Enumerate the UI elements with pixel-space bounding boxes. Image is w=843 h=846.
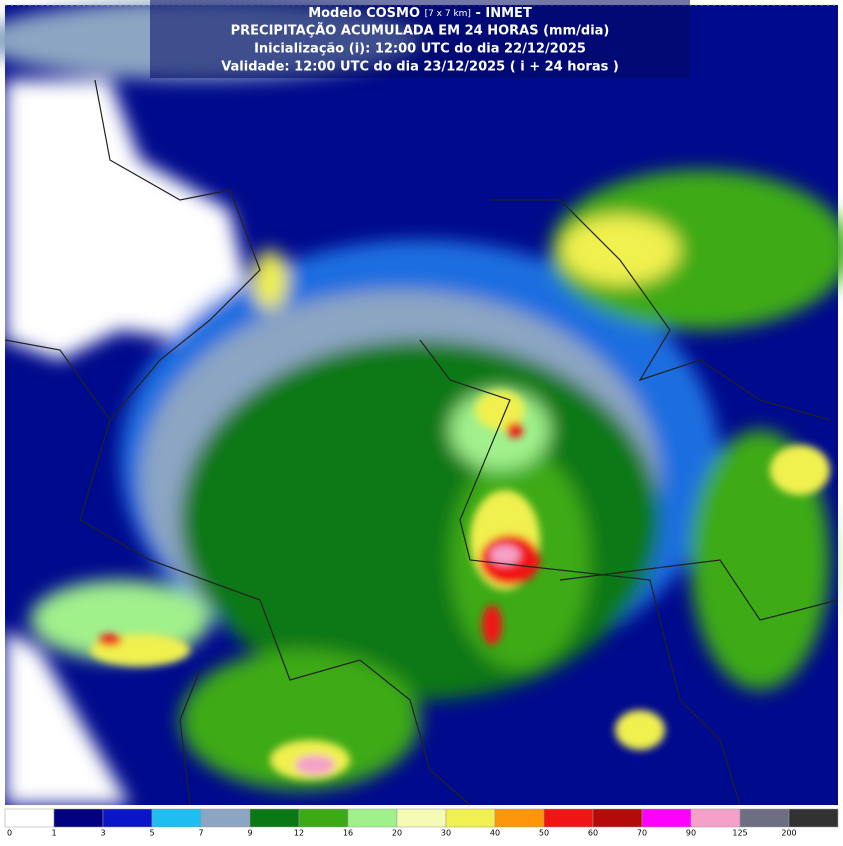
legend-label: 0 (7, 829, 12, 838)
legend-swatch (347, 808, 398, 828)
legend-label: 12 (294, 829, 304, 838)
legend-label: 16 (343, 829, 353, 838)
map-field (0, 0, 843, 806)
legend-label: 1 (51, 829, 56, 838)
legend-label: 60 (588, 829, 598, 838)
legend-swatch (249, 808, 300, 828)
legend-label: 3 (100, 829, 105, 838)
legend-swatch (396, 808, 447, 828)
header-valid: Validade: 12:00 UTC do dia 23/12/2025 ( … (221, 60, 619, 75)
legend-label: 5 (149, 829, 154, 838)
legend-swatch (641, 808, 692, 828)
legend-swatch (543, 808, 594, 828)
legend-label: 90 (686, 829, 696, 838)
legend-swatch (298, 808, 349, 828)
legend-label: 70 (637, 829, 647, 838)
header-backdrop (150, 0, 690, 78)
legend-label: 40 (490, 829, 500, 838)
legend-swatch (53, 808, 104, 828)
header-init: Inicialização (i): 12:00 UTC do dia 22/1… (254, 42, 586, 57)
legend-swatch (690, 808, 741, 828)
legend-swatch (200, 808, 251, 828)
legend-swatch (592, 808, 643, 828)
legend-label: 50 (539, 829, 549, 838)
source: - INMET (475, 6, 531, 21)
legend-swatch (4, 808, 55, 828)
legend-label: 200 (781, 829, 796, 838)
legend-swatch (102, 808, 153, 828)
legend-label: 125 (732, 829, 747, 838)
color-legend: 0 1 3 5 7 9 12 16 20 30 40 50 60 70 90 125 200 (4, 808, 839, 838)
resolution: [7 x 7 km] (425, 9, 471, 19)
legend-swatch (151, 808, 202, 828)
legend-label: 7 (198, 829, 203, 838)
legend-swatch (445, 808, 496, 828)
legend-swatch (739, 808, 790, 828)
legend-label: 9 (247, 829, 252, 838)
model: Modelo COSMO (308, 6, 420, 21)
legend-swatch (494, 808, 545, 828)
header-title: PRECIPITAÇÃO ACUMULADA EM 24 HORAS (mm/d… (231, 23, 610, 39)
legend-swatch (788, 808, 839, 828)
legend-label: 30 (441, 829, 451, 838)
legend-label: 20 (392, 829, 402, 838)
header-model-line: Modelo COSMO [7 x 7 km] - INMET (308, 6, 532, 21)
